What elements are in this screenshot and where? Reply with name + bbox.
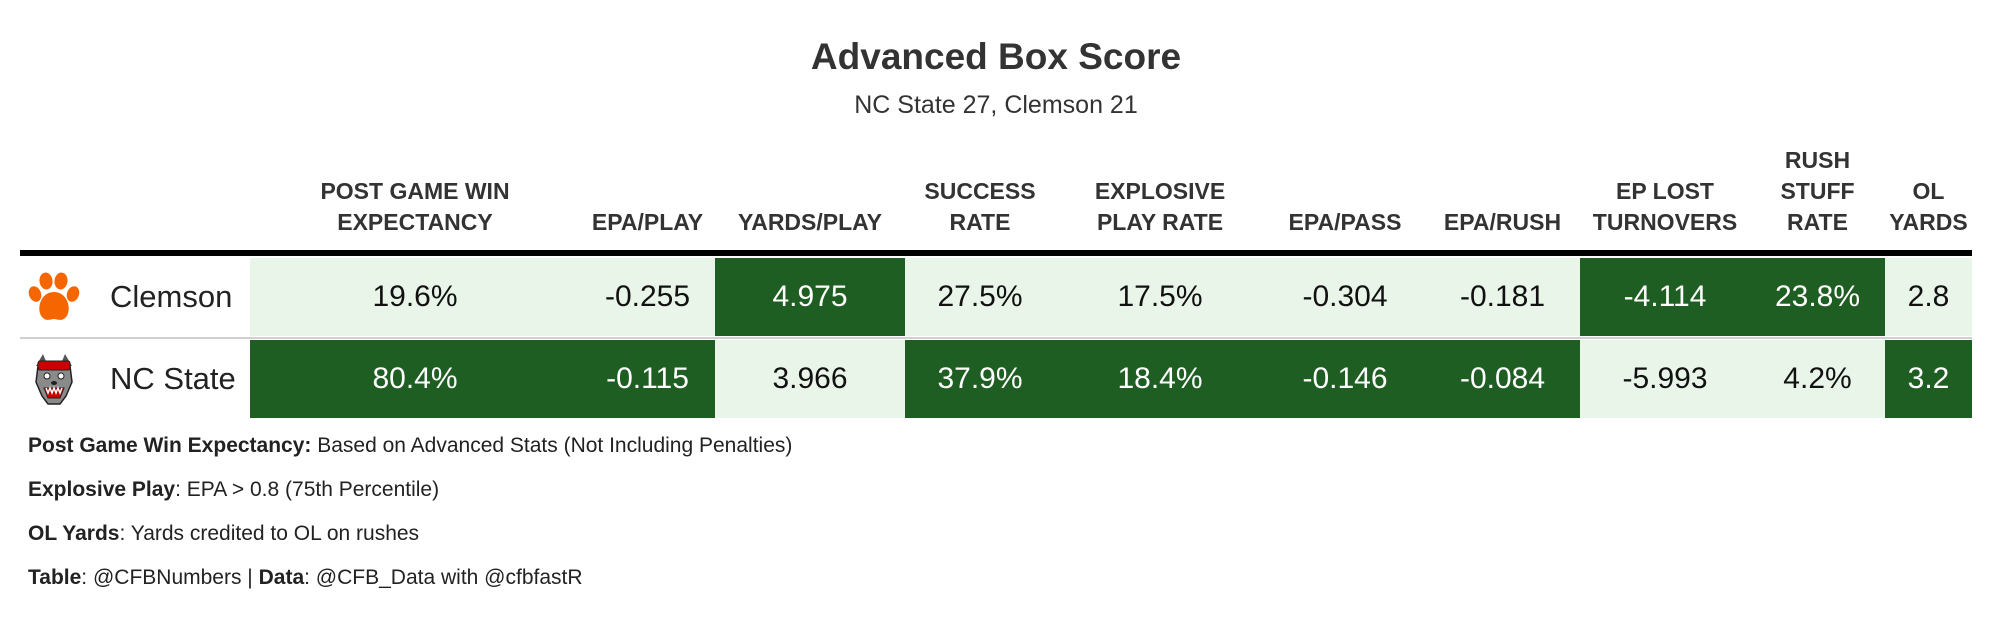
table-cell: -0.146 (1265, 340, 1425, 418)
footnote-win-expectancy: Post Game Win Expectancy: Based on Advan… (28, 434, 793, 457)
footnote-ol-yards: OL Yards: Yards credited to OL on rushes (28, 522, 420, 545)
wolf-icon (35, 354, 73, 405)
box-score-table: POST GAME WIN EXPECTANCY EPA/PLAY YARDS/PL… (20, 140, 1972, 418)
column-header: EPA/PLAY (591, 209, 704, 235)
table-cell: 2.8 (1885, 258, 1972, 336)
footnotes: Post Game Win Expectancy: Based on Advan… (28, 432, 792, 608)
table-cell: 4.2% (1750, 340, 1885, 418)
footnote-explosive-play: Explosive Play: EPA > 0.8 (75th Percenti… (28, 478, 440, 501)
table-cell: 27.5% (905, 258, 1055, 336)
footnote-credits: Table: @CFBNumbers | Data: @CFB_Data wit… (28, 566, 583, 589)
table-cell: 3.2 (1885, 340, 1972, 418)
column-header: EPA/PASS (1288, 209, 1402, 235)
table-cell: -0.181 (1425, 258, 1580, 336)
table-cell: 4.975 (715, 258, 905, 336)
clemson-paw-icon (28, 272, 80, 320)
chart-title: Advanced Box Score (810, 36, 1182, 77)
table-cell: 23.8% (1750, 258, 1885, 336)
team-name: NC State (110, 361, 236, 396)
team-cell: Clemson (20, 258, 250, 336)
column-header: OL YARDS (1889, 178, 1968, 235)
team-name: Clemson (110, 279, 233, 314)
header-rule (20, 250, 1972, 256)
column-header: RUSH STUFF RATE (1780, 147, 1855, 235)
table-cell: 37.9% (905, 340, 1055, 418)
table-cell: -5.993 (1580, 340, 1750, 418)
column-header: EXPLOSIVE PLAY RATE (1094, 178, 1226, 235)
column-header: YARDS/PLAY (737, 209, 883, 235)
table-cell: -0.084 (1425, 340, 1580, 418)
table-cell: -0.304 (1265, 258, 1425, 336)
table-row-nc-state: NC State 80.4% -0.115 3.966 37.9% 18.4% -0.14… (20, 340, 1972, 418)
table-cell: -0.255 (580, 258, 715, 336)
table-cell: 17.5% (1055, 258, 1265, 336)
column-header: EPA/RUSH (1443, 209, 1562, 235)
table-cell: 80.4% (250, 340, 580, 418)
column-header: EP LOST TURNOVERS (1592, 178, 1738, 235)
column-headers: POST GAME WIN EXPECTANCY EPA/PLAY YARDS/PL… (20, 140, 1972, 250)
table-cell: 3.966 (715, 340, 905, 418)
column-header: POST GAME WIN EXPECTANCY (320, 178, 510, 235)
table-cell: -4.114 (1580, 258, 1750, 336)
team-cell: NC State (20, 340, 250, 418)
column-header: SUCCESS RATE (924, 178, 1036, 235)
table-cell: 18.4% (1055, 340, 1265, 418)
table-row-clemson: Clemson 19.6% -0.255 4.975 27.5% 17.5% -0.304… (20, 258, 1972, 336)
chart-subtitle: NC State 27, Clemson 21 (854, 91, 1138, 119)
table-cell: 19.6% (250, 258, 580, 336)
row-divider (20, 337, 1972, 339)
table-cell: -0.115 (580, 340, 715, 418)
